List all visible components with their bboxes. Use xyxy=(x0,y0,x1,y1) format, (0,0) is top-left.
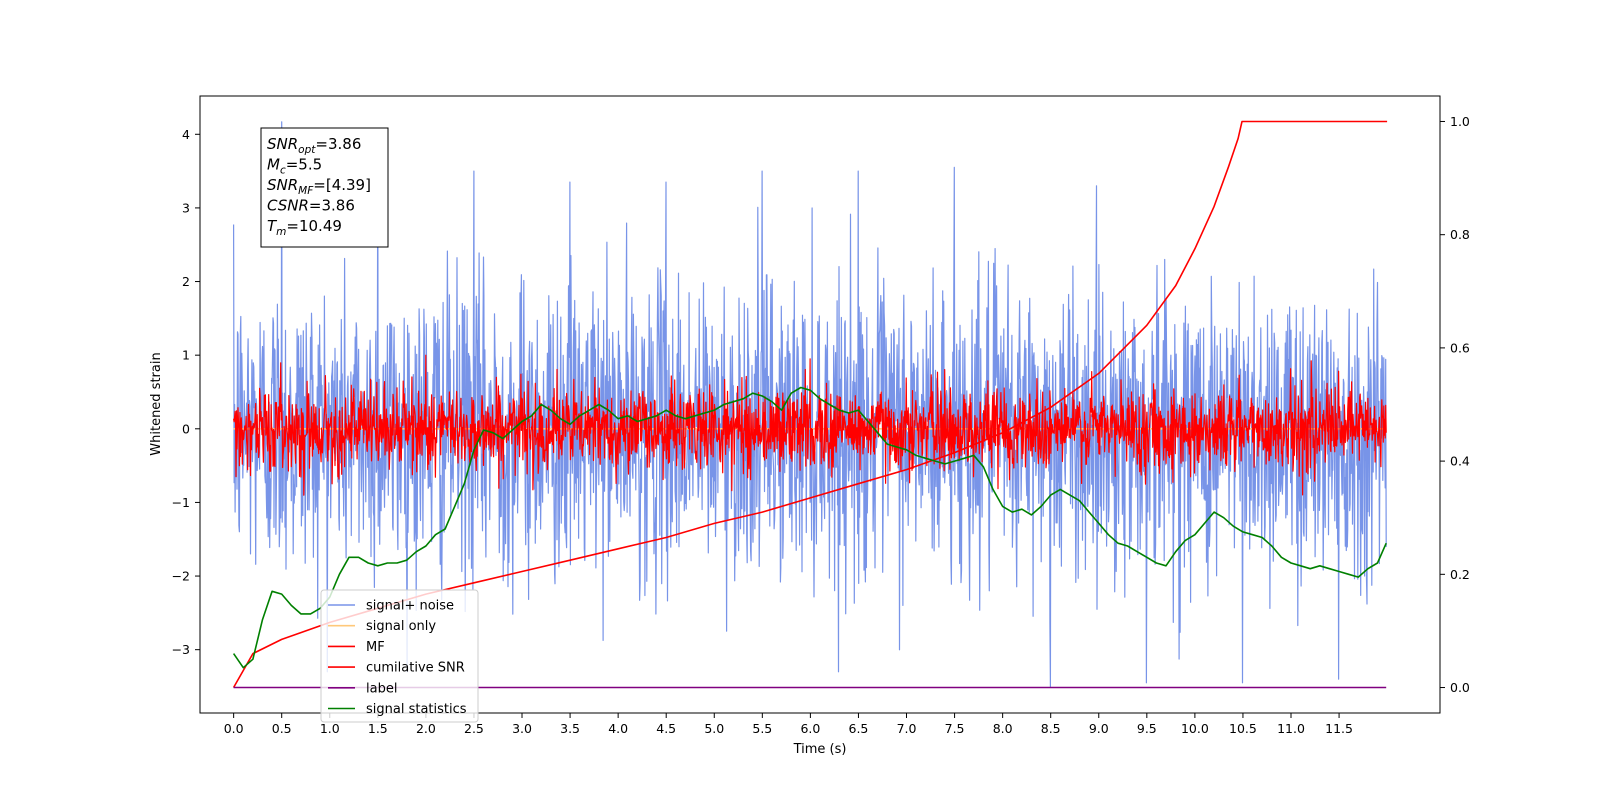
x-tick-label: 8.0 xyxy=(993,721,1013,736)
annotation-line: Mc=5.5 xyxy=(267,156,322,177)
x-tick-label: 3.5 xyxy=(560,721,580,736)
annotation-line: SNRopt=3.86 xyxy=(267,135,361,156)
x-tick-label: 11.5 xyxy=(1325,721,1353,736)
x-tick-label: 6.5 xyxy=(849,721,869,736)
x-tick-label: 7.0 xyxy=(897,721,917,736)
legend-frame xyxy=(320,589,479,723)
x-tick-label: 9.0 xyxy=(1089,721,1109,736)
x-tick-label: 0.0 xyxy=(224,721,244,736)
x-tick-label: 1.5 xyxy=(368,721,388,736)
y-left-tick-label: −2 xyxy=(172,569,190,584)
y-left-tick-label: 2 xyxy=(182,274,190,289)
x-tick-label: 2.5 xyxy=(464,721,484,736)
legend-label-label: label xyxy=(366,681,397,696)
annotation-line: SNRMF=[4.39] xyxy=(267,176,371,197)
legend: signal+ noise signal only MF cumilative SNR… xyxy=(320,589,479,723)
x-axis-label: Time (s) xyxy=(793,742,847,757)
y-left-tick-label: 4 xyxy=(182,127,190,142)
x-tick-label: 0.5 xyxy=(272,721,292,736)
series-line-signal-statistics xyxy=(232,386,1387,669)
x-tick-label: 1.0 xyxy=(320,721,340,736)
y-left-tick-label: 3 xyxy=(182,200,190,215)
y-axis-label: Whitened strain xyxy=(149,352,164,455)
series-line-mf xyxy=(233,354,1387,496)
x-tick-label: 3.0 xyxy=(512,721,532,736)
x-tick-label: 4.0 xyxy=(608,721,628,736)
y-right-tick-label: 0.8 xyxy=(1450,227,1470,242)
x-axis-ticks: 0.0 0.5 1.0 1.5 2.0 2.5 3.0 3.5 4.0 4.5 5.0 5.5 6.0 6… xyxy=(224,713,1353,736)
y-right-tick-label: 0.6 xyxy=(1450,340,1470,355)
annotation-line: Tm=10.49 xyxy=(267,217,342,238)
x-tick-label: 6.0 xyxy=(800,721,820,736)
x-tick-label: 11.0 xyxy=(1277,721,1305,736)
plot-area-frame xyxy=(199,95,1441,714)
annotation-frame xyxy=(260,127,389,248)
x-tick-label: 7.5 xyxy=(945,721,965,736)
x-tick-label: 2.0 xyxy=(416,721,436,736)
x-tick-label: 9.5 xyxy=(1137,721,1157,736)
legend-label-cumilative-snr: cumilative SNR xyxy=(366,661,465,676)
legend-label-signal-only: signal only xyxy=(366,619,436,634)
legend-label-signal-noise: signal+ noise xyxy=(366,599,454,614)
x-tick-label: 10.0 xyxy=(1181,721,1209,736)
x-tick-label: 10.5 xyxy=(1229,721,1257,736)
y-right-tick-label: 1.0 xyxy=(1450,114,1470,129)
y-right-tick-label: 0.4 xyxy=(1450,454,1470,469)
annotation-line: CSNR=3.86 xyxy=(267,197,355,215)
y-axis-left-ticks: −3 −2 −1 0 1 2 3 4 xyxy=(172,127,200,657)
y-right-tick-label: 0.0 xyxy=(1450,680,1470,695)
legend-label-mf: MF xyxy=(366,640,385,655)
y-left-tick-label: −1 xyxy=(172,495,190,510)
x-tick-label: 5.5 xyxy=(752,721,772,736)
legend-label-signal-statistics: signal statistics xyxy=(366,702,467,717)
y-axis-right-ticks: 0.0 0.2 0.4 0.6 0.8 1.0 xyxy=(1440,114,1470,695)
y-right-tick-label: 0.2 xyxy=(1450,567,1470,582)
y-left-tick-label: 0 xyxy=(182,421,190,436)
x-tick-label: 5.0 xyxy=(704,721,724,736)
y-left-tick-label: 1 xyxy=(182,348,190,363)
x-tick-label: 4.5 xyxy=(656,721,676,736)
x-tick-label: 8.5 xyxy=(1041,721,1061,736)
y-left-tick-label: −3 xyxy=(172,642,190,657)
